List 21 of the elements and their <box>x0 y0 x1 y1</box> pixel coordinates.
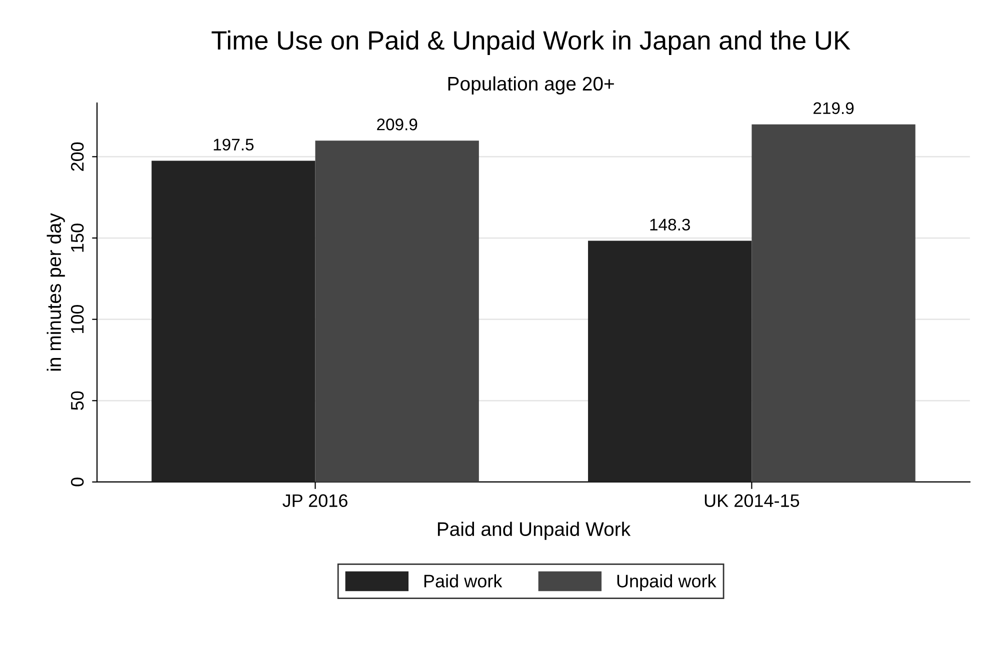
y-tick-label: 0 <box>70 478 84 486</box>
chart-subtitle: Population age 20+ <box>448 76 614 94</box>
x-tick-label: UK 2014-15 <box>704 494 800 508</box>
bar <box>752 124 916 482</box>
y-tick-label: 100 <box>70 304 84 334</box>
data-label: 148.3 <box>650 218 690 231</box>
x-axis-title: Paid and Unpaid Work <box>438 522 631 540</box>
data-label: 209.9 <box>377 118 418 130</box>
bar <box>588 240 752 482</box>
legend-label: Paid work <box>424 574 502 588</box>
bar <box>152 160 316 482</box>
y-axis-title: in minutes per day <box>46 213 65 371</box>
y-tick-label: 50 <box>70 391 84 410</box>
y-tick-label: 200 <box>70 142 84 171</box>
data-label: 197.5 <box>214 138 254 151</box>
data-label: 219.9 <box>814 102 854 114</box>
bar <box>315 140 479 482</box>
y-tick-label: 150 <box>70 224 84 252</box>
chart-title: Time Use on Paid & Unpaid Work in Japan and the UK <box>212 30 850 56</box>
legend-label: Unpaid work <box>617 574 716 592</box>
x-tick-label: JP 2016 <box>282 494 348 508</box>
